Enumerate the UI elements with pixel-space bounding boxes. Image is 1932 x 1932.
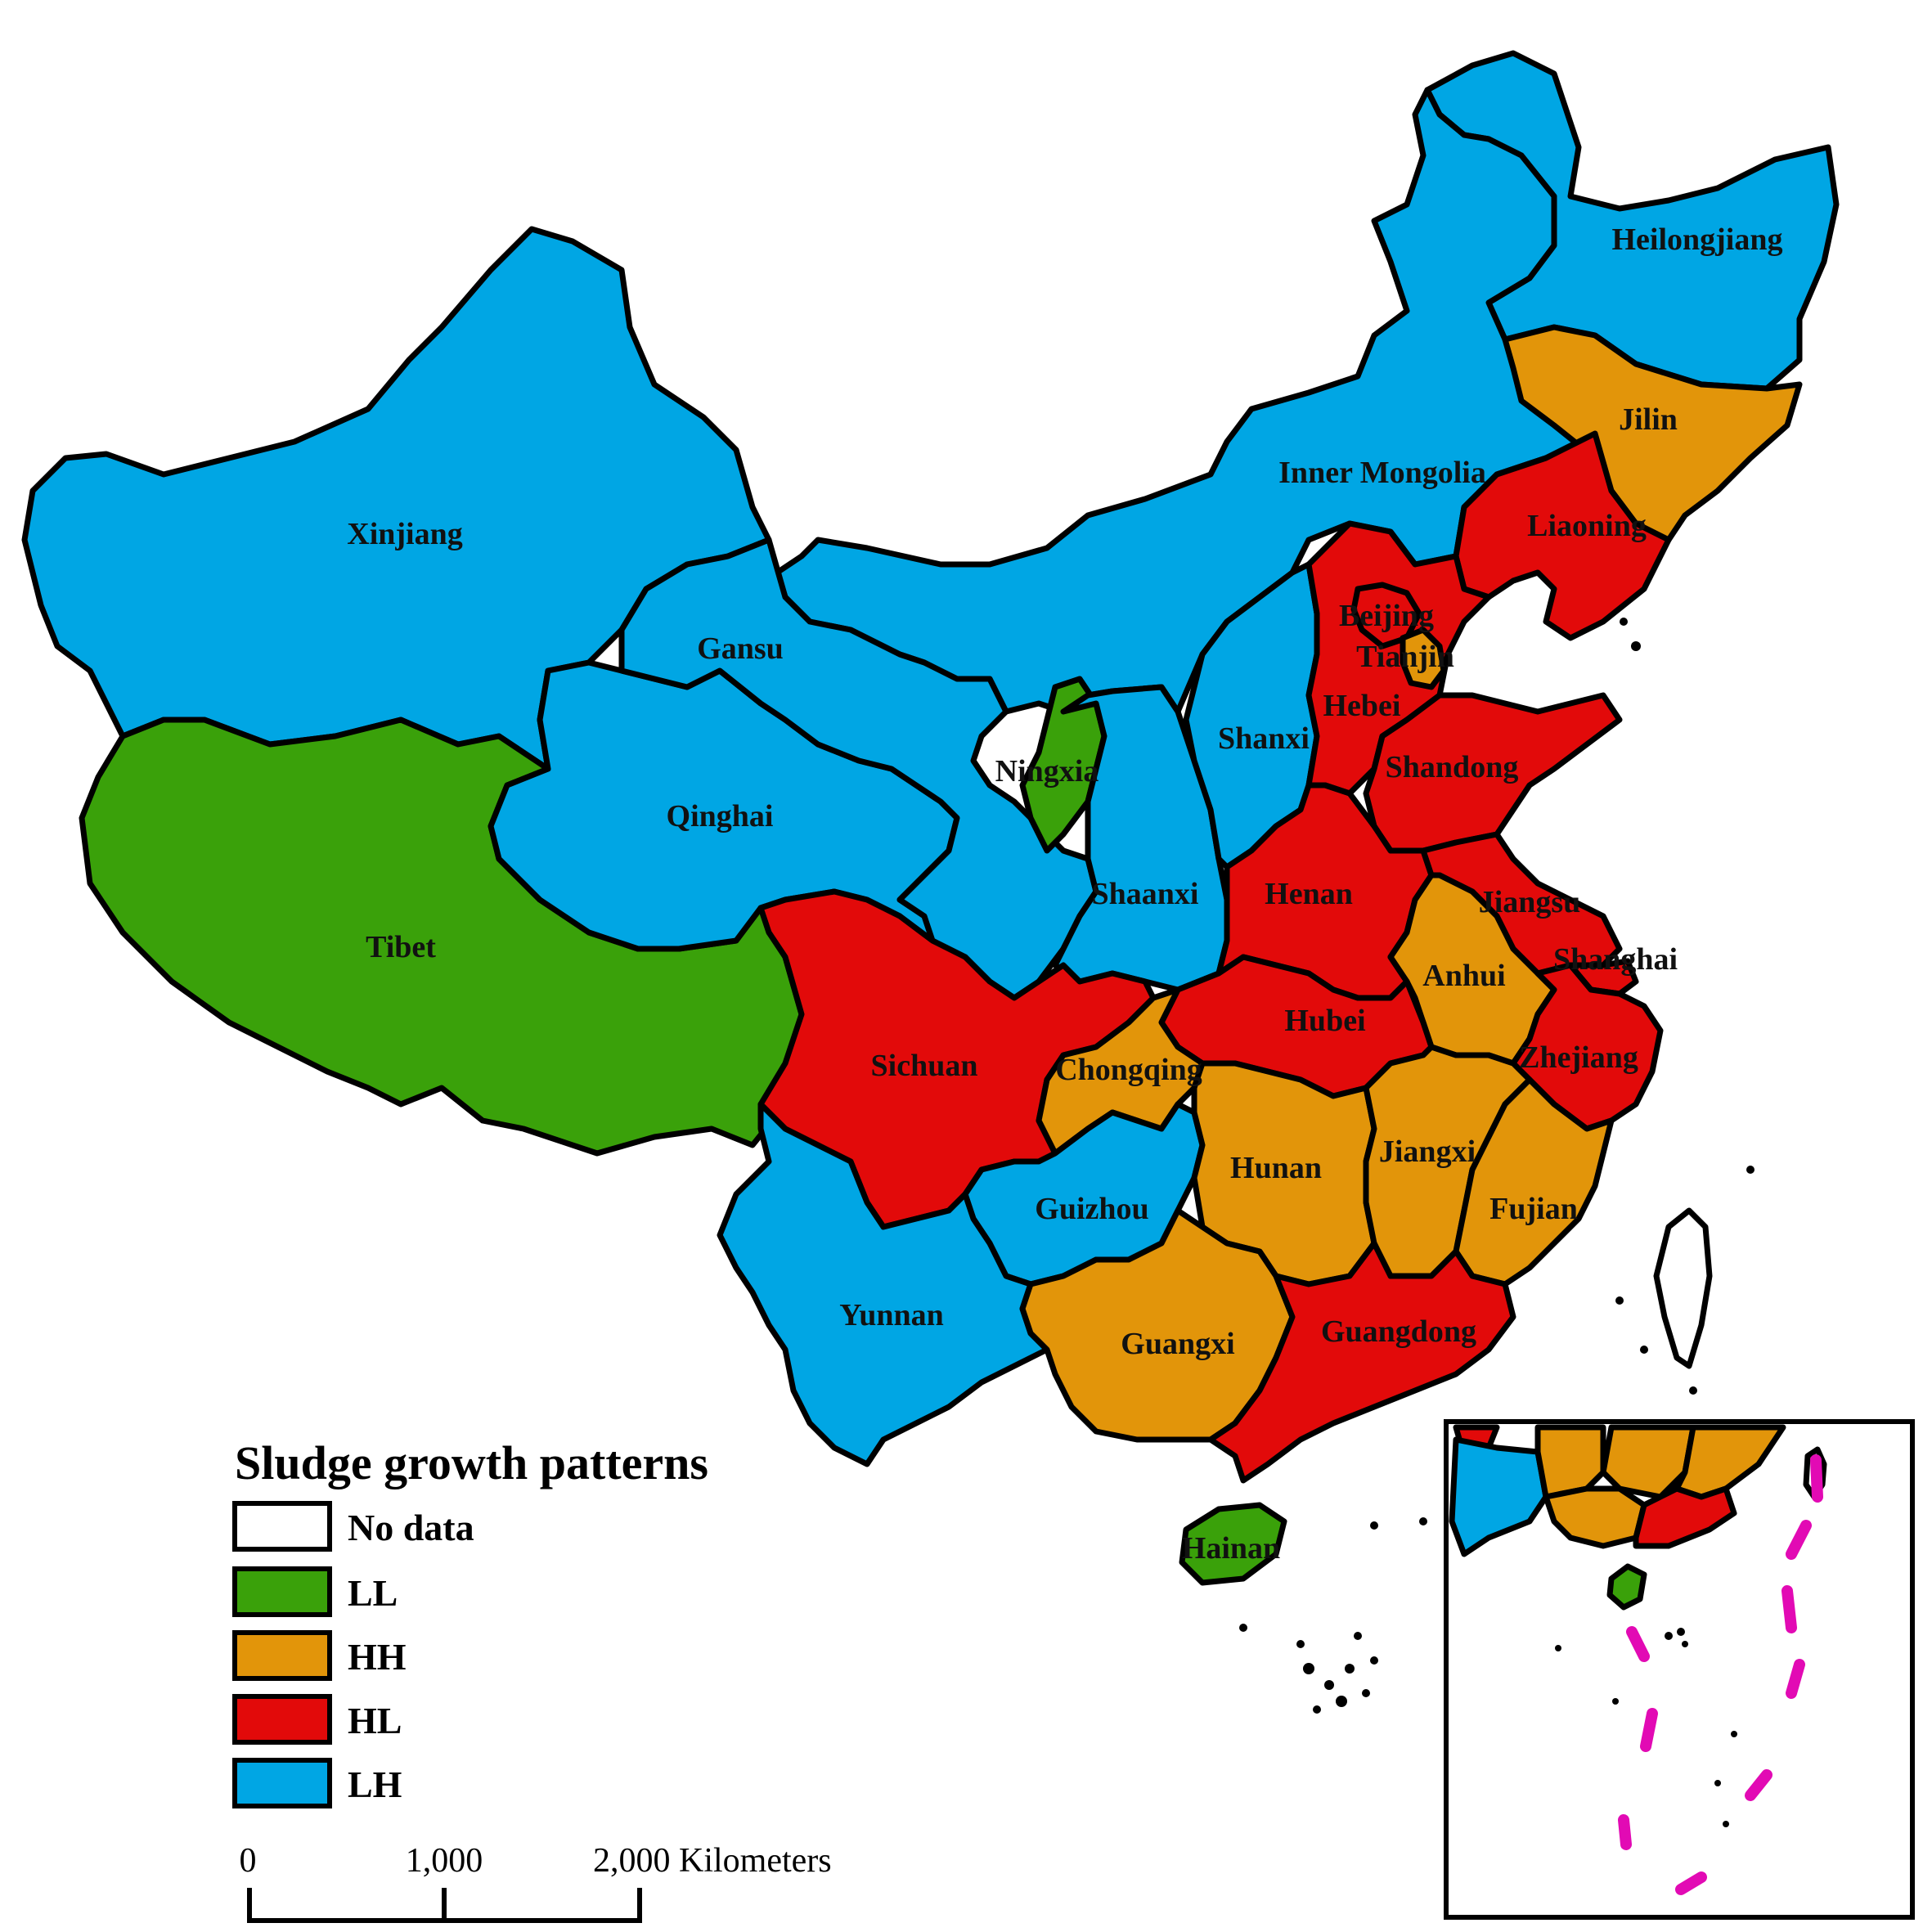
scale-tick-0: 0 [240, 1842, 257, 1880]
label-xinjiang: Xinjiang [347, 517, 462, 551]
label-tianjin: Tianjin [1356, 640, 1454, 674]
label-shandong: Shandong [1386, 750, 1519, 784]
label-guangxi: Guangxi [1121, 1327, 1234, 1361]
legend-swatch [232, 1566, 332, 1617]
legend-label: LL [348, 1572, 398, 1614]
legend-item-no-data: No data [232, 1501, 474, 1552]
label-sichuan: Sichuan [871, 1049, 978, 1083]
label-qinghai: Qinghai [667, 799, 774, 833]
label-guangdong: Guangdong [1321, 1314, 1476, 1349]
region-tianjin [1400, 627, 1447, 690]
legend-item-hh: HH [232, 1630, 407, 1681]
label-jilin: Jilin [1619, 402, 1678, 437]
legend-label: HH [348, 1636, 407, 1678]
label-anhui: Anhui [1422, 959, 1505, 993]
label-liaoning: Liaoning [1527, 509, 1647, 543]
label-jiangsu: Jiangsu [1479, 885, 1581, 919]
legend-label: LH [348, 1764, 402, 1805]
inset-islands [1555, 1628, 1737, 1827]
label-hunan: Hunan [1230, 1151, 1322, 1185]
legend: Sludge growth patterns No data LL HH HL … [232, 1436, 708, 1808]
label-zhejiang: Zhejiang [1519, 1040, 1638, 1075]
label-chongqing: Chongqing [1055, 1053, 1202, 1087]
label-ningxia: Ningxia [995, 754, 1099, 789]
label-yunnan: Yunnan [839, 1298, 944, 1332]
legend-title: Sludge growth patterns [235, 1436, 708, 1489]
region-jilin [1502, 324, 1803, 543]
legend-swatch [232, 1694, 332, 1745]
label-guizhou: Guizhou [1035, 1192, 1148, 1226]
label-heilongjiang: Heilongjiang [1611, 222, 1782, 257]
label-shanxi: Shanxi [1218, 721, 1310, 756]
region-fujian [1453, 1076, 1615, 1287]
label-gansu: Gansu [697, 631, 784, 666]
legend-item-ll: LL [232, 1566, 398, 1617]
region-guangdong [1207, 1240, 1516, 1484]
label-tibet: Tibet [366, 930, 436, 964]
scale-bar: 0 1,000 2,000 Kilometers [240, 1842, 832, 1923]
label-hubei: Hubei [1284, 1004, 1365, 1038]
label-jiangxi: Jiangxi [1379, 1134, 1476, 1169]
label-henan: Henan [1265, 877, 1353, 911]
scale-bar-line [247, 1888, 642, 1923]
legend-label: HL [348, 1700, 402, 1741]
legend-swatch [232, 1758, 332, 1808]
scale-tick-1000: 1,000 [406, 1842, 483, 1880]
label-hainan: Hainan [1182, 1531, 1280, 1566]
label-beijing: Beijing [1339, 599, 1434, 633]
region-chongqing [1036, 986, 1206, 1157]
region-taiwan [1653, 1207, 1713, 1369]
legend-swatch [232, 1630, 332, 1681]
label-hebei: Hebei [1323, 689, 1401, 723]
scale-tick-2000: 2,000 Kilometers [593, 1842, 832, 1880]
label-shaanxi: Shaanxi [1092, 877, 1199, 911]
legend-swatch [232, 1501, 332, 1552]
label-shanghai: Shanghai [1553, 942, 1678, 977]
legend-item-hl: HL [232, 1694, 402, 1745]
label-inner-mongolia: Inner Mongolia [1278, 456, 1486, 490]
legend-item-lh: LH [232, 1758, 402, 1808]
label-fujian: Fujian [1489, 1192, 1578, 1226]
nine-dash-line [1618, 1454, 1823, 1895]
province-labels: Heilongjiang Jilin Liaoning Inner Mongol… [347, 222, 1782, 1566]
islands [1239, 618, 1755, 1714]
inset-map [1444, 1419, 1915, 1920]
region-yunnan [717, 1101, 1050, 1467]
legend-label: No data [348, 1507, 474, 1548]
region-hainan [1179, 1502, 1287, 1586]
